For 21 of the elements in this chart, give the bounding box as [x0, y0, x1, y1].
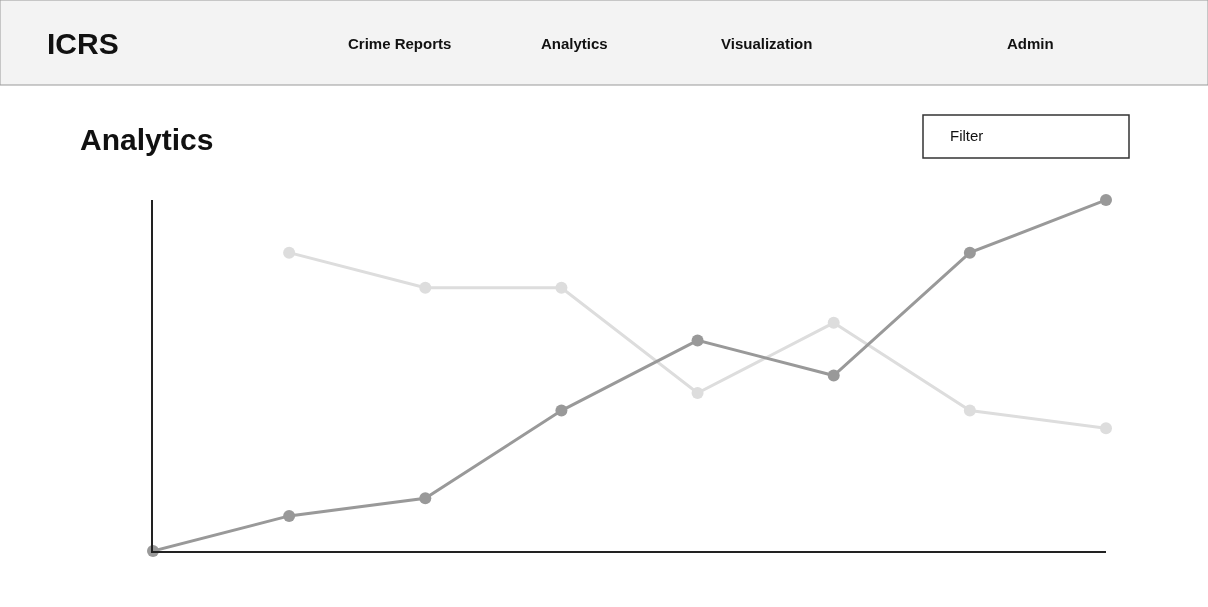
text: Filter	[950, 127, 984, 144]
point	[963, 404, 976, 417]
point	[691, 387, 704, 400]
text: Visualization	[721, 35, 813, 52]
point	[691, 334, 704, 347]
point	[1100, 194, 1112, 206]
point	[283, 246, 296, 259]
chart-title: Analytics	[80, 122, 214, 156]
point	[419, 492, 432, 505]
text: Crime Reports	[348, 35, 452, 52]
point	[827, 369, 840, 382]
text: Analytics	[541, 35, 608, 52]
point	[963, 246, 976, 259]
point	[827, 316, 840, 329]
point	[419, 281, 432, 294]
point	[555, 404, 568, 417]
text: ICRS	[47, 27, 119, 60]
point	[555, 281, 568, 294]
point	[283, 509, 296, 522]
point	[1100, 422, 1112, 435]
text: Admin	[1007, 35, 1054, 52]
